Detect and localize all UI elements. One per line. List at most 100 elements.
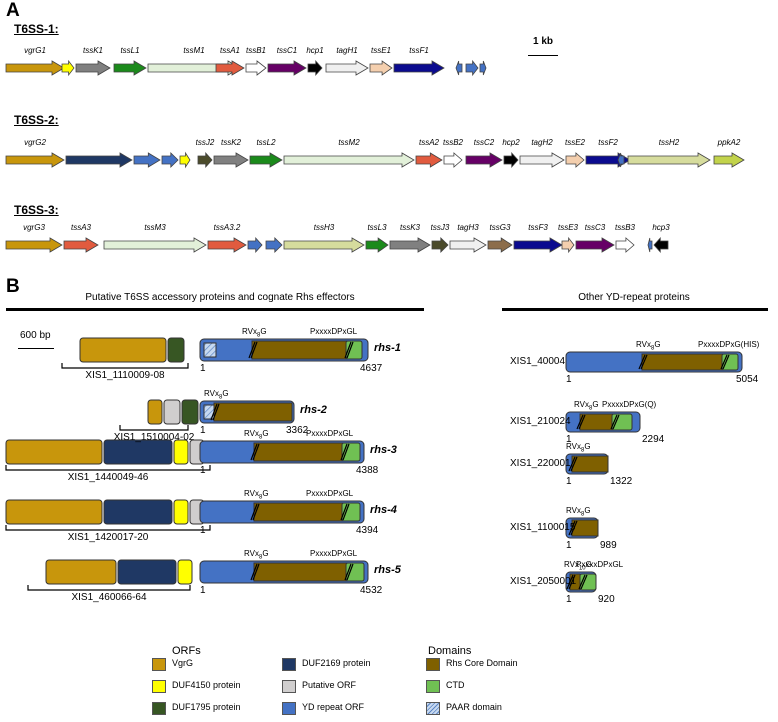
tssM3-gene-arrow bbox=[103, 237, 207, 253]
left-header: Putative T6SS accessory proteins and cog… bbox=[85, 292, 355, 303]
panel-b-letter: B bbox=[6, 276, 20, 297]
protein-start-label: 1 bbox=[200, 585, 206, 596]
protein-start-label: 1 bbox=[200, 363, 206, 374]
domains-legend-title: Domains bbox=[428, 645, 472, 657]
tssE2-gene-arrow bbox=[565, 152, 585, 168]
legend-swatch bbox=[282, 702, 296, 715]
gene-label: tssF2 bbox=[598, 138, 618, 147]
gene-label: tssM3 bbox=[144, 223, 166, 232]
rhs-name-label: rhs-2 bbox=[300, 404, 327, 416]
tssK3-gene-arrow bbox=[389, 237, 431, 253]
gene-label: tagH3 bbox=[457, 223, 479, 232]
gene-label: tssA1 bbox=[219, 46, 241, 55]
gene-label: ppkA2 bbox=[717, 138, 741, 147]
orf-gene-arrow bbox=[61, 59, 75, 77]
tssB2-gene-arrow bbox=[443, 152, 463, 168]
t6ss-2-title: T6SS-2: bbox=[14, 113, 59, 127]
gene-label: tssC1 bbox=[276, 46, 298, 55]
gene-label: tssM1 bbox=[183, 46, 205, 55]
hcp2-gene-arrow bbox=[503, 151, 519, 169]
tssA1-gene-arrow bbox=[215, 60, 245, 76]
tssK1-gene-arrow bbox=[75, 60, 111, 76]
gene-label: tssJ3 bbox=[430, 223, 450, 232]
gene-label: tssL2 bbox=[256, 138, 276, 147]
scale-label: 1 kb bbox=[532, 36, 553, 47]
tssC3-gene-arrow bbox=[575, 237, 615, 253]
accessory-orf-box bbox=[173, 499, 189, 525]
pxxxxdpxgl-motif-label: PxxxxDPxGL bbox=[306, 429, 354, 438]
yd-locus-label: XIS1_210024 bbox=[510, 416, 571, 427]
accessory-orf-box bbox=[167, 337, 185, 363]
panel-a-gene-labels: vgrG1 tssK1 tssL1 tssM1 tssA1 tssB1 tssC1 hcp1 t… bbox=[0, 0, 778, 290]
tssE3-gene-arrow bbox=[561, 236, 575, 254]
gene-label: tssF3 bbox=[528, 223, 548, 232]
pxxxxdpxgl-motif-label: PxxxxDPxGL bbox=[310, 327, 358, 336]
accessory-locus-label: XIS1_1110009-08 bbox=[85, 370, 165, 381]
accessory-locus-label: XIS1_460066-64 bbox=[71, 592, 147, 603]
rhs-name-label: rhs-5 bbox=[374, 564, 401, 576]
tssH3-gene-arrow bbox=[283, 237, 365, 253]
legend-swatch bbox=[152, 680, 166, 693]
rhs-name-label: rhs-3 bbox=[370, 444, 397, 456]
gene-label: tssC2 bbox=[473, 138, 495, 147]
t6ss-3-operon bbox=[5, 236, 669, 254]
vgrG2-gene-arrow bbox=[5, 152, 65, 168]
protein-start-label: 1 bbox=[566, 594, 572, 605]
orf-gene-arrow bbox=[247, 236, 263, 254]
rvx-motif-label: RVx8G bbox=[244, 549, 269, 561]
gene-label: tssA2 bbox=[418, 138, 440, 147]
legend-label: CTD bbox=[446, 680, 465, 690]
tssA3-gene-arrow bbox=[63, 237, 99, 253]
gene-label: tssC3 bbox=[584, 223, 606, 232]
bp-scale-label: 600 bp bbox=[20, 330, 51, 341]
panel-a-gene-maps bbox=[5, 59, 745, 254]
legend-swatch bbox=[282, 680, 296, 693]
rvx-motif-label: RVx8G bbox=[566, 442, 591, 454]
gene-label: tssL3 bbox=[367, 223, 387, 232]
yd-locus-label: XIS1_40004 bbox=[510, 356, 566, 367]
accessory-locus-label: XIS1_1510004-02 bbox=[113, 432, 195, 443]
right-header-rule bbox=[502, 308, 768, 311]
accessory-locus-label: XIS1_1440049-46 bbox=[67, 472, 149, 483]
gene-label: tssB3 bbox=[614, 223, 636, 232]
yd-locus-label: XIS1_220001 bbox=[510, 458, 571, 469]
protein-end-label: 5054 bbox=[736, 374, 759, 385]
gene-label: tssE2 bbox=[564, 138, 586, 147]
legend-swatch bbox=[282, 658, 296, 671]
paar-domain bbox=[203, 342, 217, 358]
ctd-domain bbox=[341, 442, 361, 462]
tssF3-gene-arrow bbox=[513, 237, 563, 253]
legend-label: PAAR domain bbox=[446, 702, 502, 712]
gene-label: tssA3 bbox=[70, 223, 92, 232]
scale-line bbox=[528, 55, 558, 56]
rhs-name-label: rhs-4 bbox=[370, 504, 397, 516]
tssM2-gene-arrow bbox=[283, 152, 415, 168]
legend-label: DUF2169 protein bbox=[302, 658, 371, 668]
ctd-domain bbox=[345, 562, 365, 582]
tssL3-gene-arrow bbox=[365, 237, 389, 253]
tssB1-gene-arrow bbox=[245, 60, 267, 76]
panel-b-protein-maps bbox=[5, 337, 743, 593]
orf-gene-arrow bbox=[179, 151, 191, 169]
gene-label: tagH1 bbox=[336, 46, 358, 55]
tssB3-gene-arrow bbox=[615, 237, 635, 253]
vgrG1-gene-arrow bbox=[5, 60, 65, 76]
orf-gene-arrow bbox=[161, 152, 179, 168]
accessory-orf-box bbox=[103, 499, 173, 525]
legend-swatch bbox=[152, 702, 166, 715]
gene-label: tssJ2 bbox=[195, 138, 215, 147]
rvx-motif-label: RVx8G bbox=[636, 340, 661, 352]
protein-start-label: 1 bbox=[566, 434, 572, 445]
legend-swatch bbox=[152, 658, 166, 671]
protein-start-label: 1 bbox=[566, 476, 572, 487]
yd-locus-label: XIS1_1100015 bbox=[510, 522, 576, 533]
accessory-orf-box bbox=[45, 559, 117, 585]
c-terminal-motif-label: PxxxxDPxG(HIS) bbox=[698, 340, 760, 349]
legend-label: Putative ORF bbox=[302, 680, 357, 690]
left-header-rule bbox=[6, 308, 424, 311]
rhs-name-label: rhs-1 bbox=[374, 342, 401, 354]
orf-gene-arrow bbox=[133, 152, 161, 168]
rvx-motif-label: RVx8G bbox=[244, 489, 269, 501]
orf-gene-arrow bbox=[647, 237, 653, 253]
orf-gene-arrow bbox=[455, 60, 463, 76]
